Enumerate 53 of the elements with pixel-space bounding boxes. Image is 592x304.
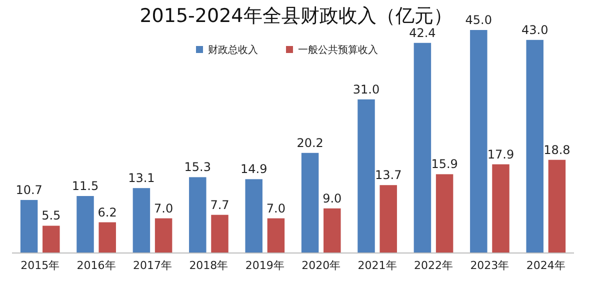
legend-label: 财政总收入 bbox=[208, 44, 258, 56]
bar bbox=[324, 208, 341, 253]
x-tick-label: 2023年 bbox=[470, 259, 510, 272]
data-label: 11.5 bbox=[72, 179, 99, 194]
data-label: 5.5 bbox=[42, 208, 61, 223]
data-label: 42.4 bbox=[409, 26, 436, 40]
data-label: 17.9 bbox=[487, 147, 514, 162]
data-label: 15.9 bbox=[431, 157, 458, 172]
bar bbox=[548, 160, 566, 253]
x-tick-label: 2018年 bbox=[189, 259, 228, 272]
data-label: 6.2 bbox=[98, 205, 117, 220]
data-label: 20.2 bbox=[296, 136, 324, 150]
x-tick-label: 2024年 bbox=[526, 259, 566, 272]
bar bbox=[436, 174, 454, 253]
data-label: 13.7 bbox=[374, 168, 402, 182]
bar bbox=[132, 188, 150, 253]
bar bbox=[414, 42, 432, 253]
bar bbox=[189, 177, 206, 253]
data-label: 13.1 bbox=[128, 171, 155, 186]
bar bbox=[245, 179, 262, 253]
x-tick-label: 2015年 bbox=[20, 259, 60, 272]
bar bbox=[492, 164, 510, 253]
bar bbox=[76, 196, 94, 253]
x-tick-label: 2016年 bbox=[76, 259, 116, 272]
bar bbox=[358, 99, 375, 253]
data-label: 31.0 bbox=[352, 82, 380, 96]
data-label: 15.3 bbox=[184, 160, 212, 174]
bar bbox=[301, 152, 319, 253]
x-tick-label: 2019年 bbox=[245, 259, 284, 272]
data-label: 9.0 bbox=[322, 191, 342, 206]
data-label: 10.7 bbox=[16, 182, 42, 197]
x-tick-label: 2020年 bbox=[302, 259, 341, 272]
bar bbox=[380, 185, 397, 253]
chart-title: 2015-2024年全县财政收入（亿元） bbox=[140, 5, 452, 27]
data-label: 7.7 bbox=[210, 198, 230, 212]
data-label: 45.0 bbox=[465, 13, 492, 27]
data-label: 14.9 bbox=[240, 162, 268, 176]
data-label: 7.0 bbox=[266, 201, 286, 216]
bar bbox=[20, 200, 38, 253]
x-tick-label: 2021年 bbox=[358, 259, 397, 272]
bar bbox=[526, 40, 544, 253]
legend-label: 一般公共预算收入 bbox=[298, 44, 378, 56]
bar bbox=[267, 218, 285, 253]
bar bbox=[211, 214, 228, 253]
bar bbox=[154, 218, 172, 253]
bar bbox=[42, 226, 60, 253]
bar bbox=[470, 30, 488, 253]
x-tick-label: 2022年 bbox=[414, 259, 453, 272]
data-label: 18.8 bbox=[544, 142, 570, 157]
data-label: 7.0 bbox=[154, 201, 174, 216]
bar bbox=[98, 222, 116, 253]
x-tick-label: 2017年 bbox=[133, 259, 172, 272]
data-label: 43.0 bbox=[521, 22, 548, 37]
